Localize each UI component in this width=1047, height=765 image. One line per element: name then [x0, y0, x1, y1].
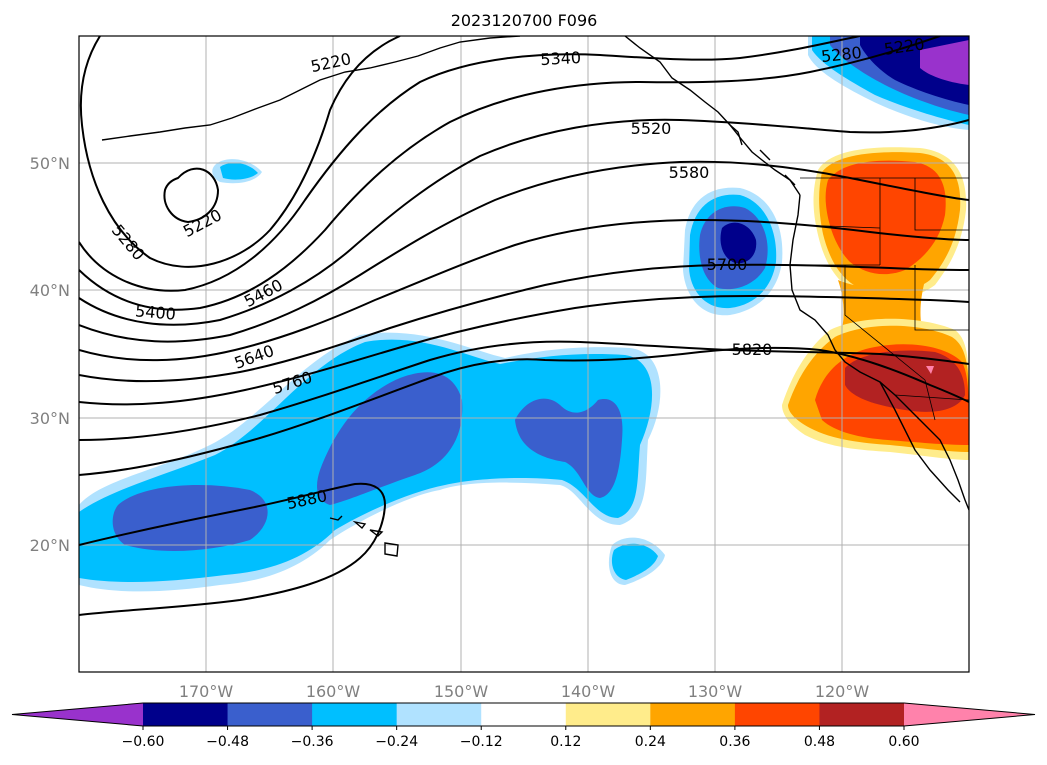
latitude-labels: 20°N 30°N 40°N 50°N	[30, 154, 70, 555]
contour-5460	[79, 118, 969, 326]
lon-label-170w: 170°W	[179, 682, 234, 701]
lat-label-40n: 40°N	[30, 281, 70, 300]
contour-label: 5340	[540, 48, 582, 69]
border-ca-az	[924, 379, 936, 421]
border-nevada	[844, 265, 926, 381]
positive-south-peak	[926, 366, 934, 374]
positive-south-core	[845, 350, 965, 412]
contour-5640	[79, 263, 969, 383]
contour-label: 5580	[669, 163, 710, 182]
lon-label-130w: 130°W	[688, 682, 743, 701]
contour-label: 5520	[631, 119, 672, 138]
colorbar-tick-label: 0.12	[550, 734, 581, 750]
negative-blob-hawaii-mid	[611, 543, 658, 580]
colorbar-extend-high	[904, 703, 1035, 726]
colorbar-segment	[396, 703, 482, 726]
coast-alaska-aleutians	[101, 36, 521, 141]
coast-bc-islands	[729, 124, 796, 186]
coast-hawaii-1	[329, 515, 343, 521]
contour-label: 5280	[820, 43, 862, 66]
contour-5340	[79, 36, 861, 292]
lon-label-160w: 160°W	[306, 682, 361, 701]
colorbar-tick-label: 0.48	[804, 734, 835, 750]
border-us-mexico	[894, 394, 969, 401]
negative-band-inner-west	[112, 485, 268, 552]
colorbar-tick-label: 0.36	[719, 734, 750, 750]
colorbar-tick-label: −0.60	[122, 734, 165, 750]
colorbar-segment	[819, 703, 905, 726]
positive-north-inner	[825, 160, 946, 275]
figure-title: 2023120700 F096	[451, 11, 598, 30]
colorbar-extend-low	[12, 703, 143, 726]
colorbar-tick-label: 0.60	[888, 734, 919, 750]
contour-label: 5700	[707, 255, 748, 274]
colorbar-segment	[227, 703, 313, 726]
colorbar-tick-label: 0.24	[635, 734, 666, 750]
coast-hawaii-3	[369, 529, 384, 537]
contour-5400	[79, 36, 941, 311]
contour-5880	[79, 482, 387, 616]
lat-label-20n: 20°N	[30, 536, 70, 555]
negative-ne-peak	[920, 40, 969, 85]
contour-5760	[79, 340, 969, 441]
colorbar-segment	[734, 703, 820, 726]
colorbar-tick-label: −0.48	[206, 734, 249, 750]
map-frame	[78, 35, 970, 673]
lon-label-120w: 120°W	[815, 682, 870, 701]
border-montana	[914, 178, 969, 231]
contour-5820	[79, 346, 969, 476]
coast-baja	[879, 381, 961, 503]
negative-band-inner-east	[515, 398, 623, 498]
lon-label-150w: 150°W	[434, 682, 489, 701]
coastlines	[101, 36, 969, 557]
contour-5280-low	[79, 36, 401, 268]
gridlines	[79, 36, 969, 672]
lat-label-30n: 30°N	[30, 409, 70, 428]
coast-west-us	[789, 194, 969, 511]
negative-blob-small-mid	[220, 162, 258, 180]
political-borders	[795, 177, 969, 421]
coast-hawaii-2	[352, 520, 367, 530]
colorbar-segment	[565, 703, 651, 726]
colorbar-segment	[650, 703, 736, 726]
colorbar-segment	[143, 703, 229, 726]
contour-label: 5820	[732, 340, 773, 359]
contour-label: 5220	[883, 34, 926, 58]
colorbar: −0.60 −0.48 −0.36 −0.24 −0.12 0.12 0.24 0.36 0.4…	[11, 702, 1036, 750]
map-content: 5220 5340 5280 5220 5520 5580 5220 5280 …	[79, 34, 969, 672]
coast-alaska-panhandle	[624, 36, 801, 196]
contour-5580	[79, 218, 969, 362]
colorbar-segment	[312, 703, 398, 726]
negative-blob-offshore-core	[720, 222, 757, 264]
longitude-labels: 170°W 160°W 150°W 140°W 130°W 120°W	[179, 682, 870, 701]
border-utah	[914, 265, 969, 331]
lat-label-50n: 50°N	[30, 154, 70, 173]
coast-hawaii-4	[384, 542, 399, 557]
negative-band-inner-central	[317, 372, 463, 505]
colorbar-tick-label: −0.12	[460, 734, 503, 750]
colorbar-tick-label: −0.24	[375, 734, 418, 750]
contour-label: 5400	[134, 301, 176, 323]
contour-5520	[79, 160, 969, 343]
contour-5700	[79, 294, 969, 406]
lon-label-140w: 140°W	[561, 682, 616, 701]
contour-low-closed	[163, 167, 220, 224]
height-contours	[79, 36, 969, 616]
colorbar-tick-label: −0.36	[291, 734, 334, 750]
colorbar-segment	[481, 703, 567, 726]
